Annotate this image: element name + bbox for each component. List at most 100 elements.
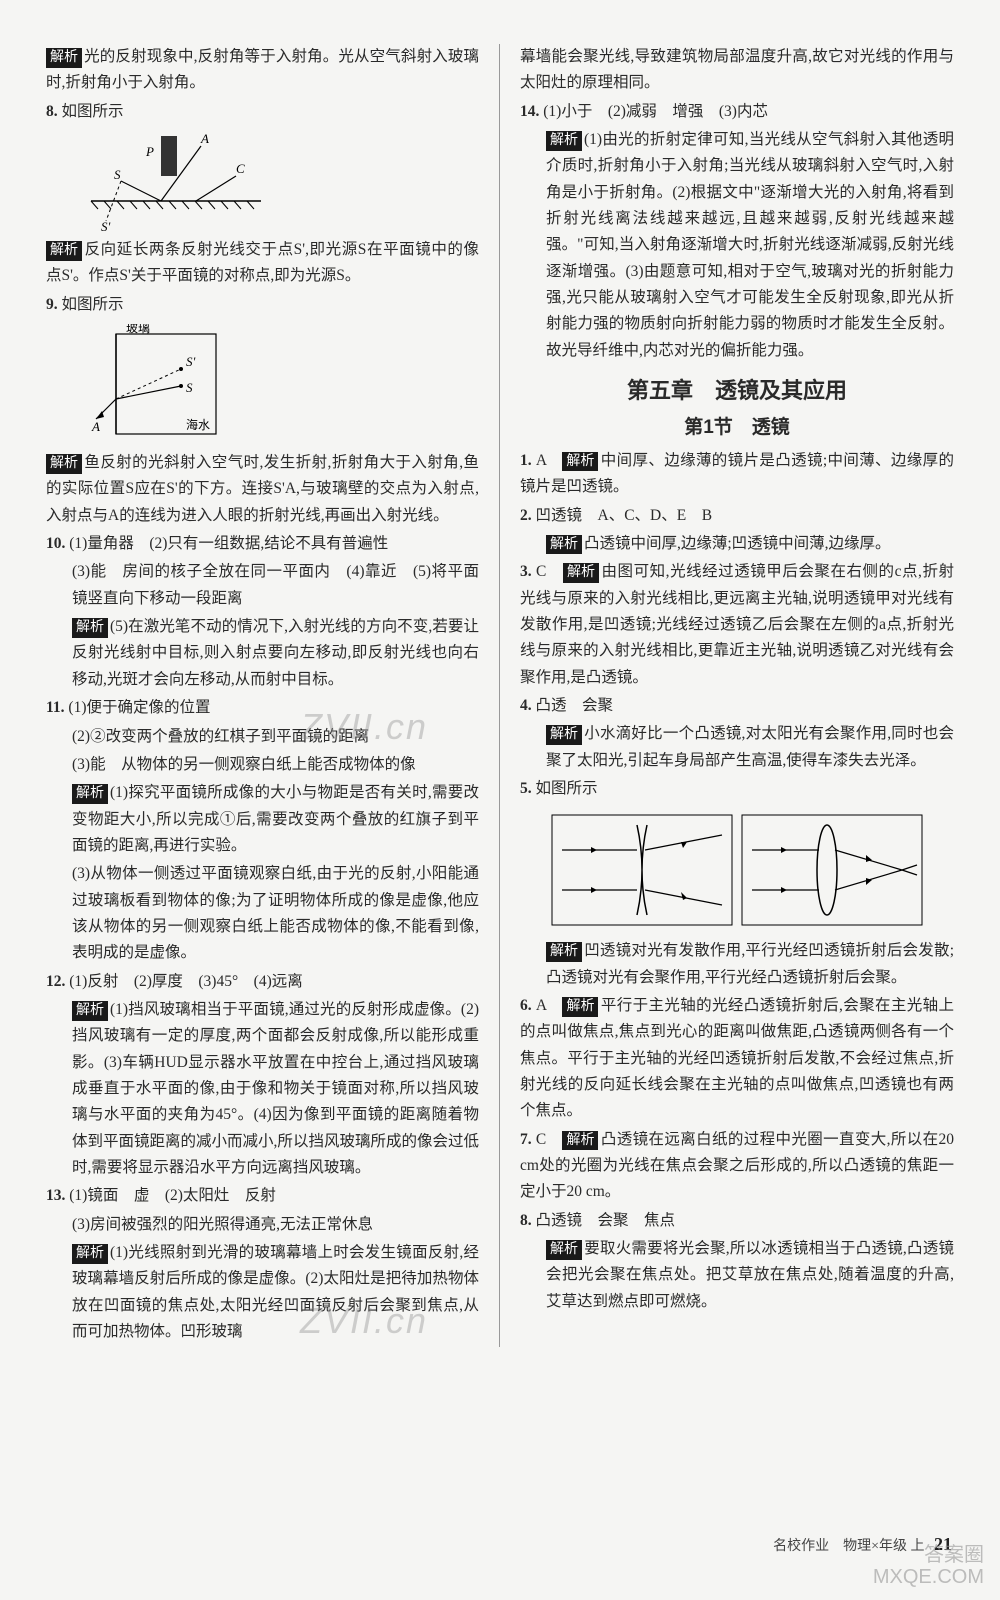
analysis-tag: 解析 (72, 1244, 108, 1264)
item-number: 4. (520, 697, 536, 714)
analysis-block: 解析(1)由光的折射定律可知,当光线从空气斜射入其他透明介质时,折射角小于入射角… (520, 127, 954, 364)
item-s2: 2. 凹透镜 A、C、D、E B (520, 503, 954, 529)
item-sub: (3)能 房间的核子全放在同一平面内 (4)靠近 (5)将平面镜竖直向下移动一段… (46, 559, 479, 612)
analysis-tag: 解析 (72, 618, 108, 638)
text: 凸透镜 会聚 焦点 (536, 1212, 676, 1229)
analysis-block: 解析凸透镜中间厚,边缘薄;凹透镜中间薄,边缘厚。 (520, 531, 954, 557)
item-number: 6. (520, 997, 536, 1014)
svg-text:A: A (91, 419, 100, 434)
text: 凹透镜 A、C、D、E B (536, 507, 713, 524)
text: (1)量角器 (2)只有一组数据,结论不具有普遍性 (69, 535, 388, 552)
item-number: 8. (520, 1212, 536, 1229)
analysis-tag: 解析 (72, 1001, 108, 1021)
text: A (536, 452, 563, 469)
svg-text:P: P (145, 144, 154, 159)
item-number: 10. (46, 535, 69, 552)
analysis-block: 解析光的反射现象中,反射角等于入射角。光从空气斜射入玻璃时,折射角小于入射角。 (46, 44, 479, 97)
analysis-tag: 解析 (546, 1240, 582, 1260)
text: 鱼反射的光斜射入空气时,发生折射,折射角大于入射角,鱼的实际位置S应在S'的下方… (46, 454, 479, 524)
analysis-tag: 解析 (562, 1131, 598, 1151)
analysis-block: 解析(1)挡风玻璃相当于平面镜,通过光的反射形成虚像。(2)挡风玻璃有一定的厚度… (46, 997, 479, 1181)
text: (3)能 从物体的另一侧观察白纸上能否成物体的像 (72, 756, 416, 773)
text: C (536, 1131, 563, 1148)
item-12: 12. (1)反射 (2)厚度 (3)45° (4)远离 (46, 969, 479, 995)
analysis-tag: 解析 (46, 454, 82, 474)
item-number: 12. (46, 973, 69, 990)
item-number: 5. (520, 780, 536, 797)
analysis-block: 解析小水滴好比一个凸透镜,对太阳光有会聚作用,同时也会聚了太阳光,引起车身局部产… (520, 721, 954, 774)
text: (5)在激光笔不动的情况下,入射光线的方向不变,若要让反射光线射中目标,则入射点… (72, 618, 479, 688)
analysis-tag: 解析 (46, 48, 82, 68)
item-number: 9. (46, 296, 62, 313)
analysis-tag: 解析 (72, 784, 108, 804)
lens-diagram (547, 810, 927, 930)
svg-text:C: C (236, 161, 245, 176)
corner-line2: MXQE.COM (873, 1566, 984, 1588)
text: 小水滴好比一个凸透镜,对太阳光有会聚作用,同时也会聚了太阳光,引起车身局部产生高… (546, 725, 954, 768)
corner-watermark: 答案圈 MXQE.COM (873, 1544, 984, 1588)
text: 凸透 会聚 (536, 697, 614, 714)
chapter-title: 第五章 透镜及其应用 (520, 372, 954, 409)
analysis-tag: 解析 (546, 725, 582, 745)
analysis-tag: 解析 (546, 131, 582, 151)
text: (1)便于确定像的位置 (68, 699, 210, 716)
item-number: 7. (520, 1131, 536, 1148)
analysis-block: 解析要取火需要将光会聚,所以冰透镜相当于凸透镜,凸透镜会把光会聚在焦点处。把艾草… (520, 1236, 954, 1315)
item-13: 13. (1)镜面 虚 (2)太阳灶 反射 (46, 1183, 479, 1209)
analysis-block: 解析(1)探究平面镜所成像的大小与物距是否有关时,需要改变物距大小,所以完成①后… (46, 780, 479, 859)
left-column: 解析光的反射现象中,反射角等于入射角。光从空气斜射入玻璃时,折射角小于入射角。 … (46, 44, 500, 1347)
item-10: 10. (1)量角器 (2)只有一组数据,结论不具有普遍性 (46, 531, 479, 557)
text: 凸透镜中间厚,边缘薄;凹透镜中间薄,边缘厚。 (584, 535, 891, 552)
analysis-block: 解析(5)在激光笔不动的情况下,入射光线的方向不变,若要让反射光线射中目标,则入… (46, 614, 479, 693)
item-s4: 4. 凸透 会聚 (520, 693, 954, 719)
item-11: 11. (1)便于确定像的位置 (46, 695, 479, 721)
analysis-tag: 解析 (563, 563, 599, 583)
text: (1)挡风玻璃相当于平面镜,通过光的反射形成虚像。(2)挡风玻璃有一定的厚度,两… (72, 1001, 479, 1176)
section-title: 第1节 透镜 (520, 412, 954, 444)
text: (1)探究平面镜所成像的大小与物距是否有关时,需要改变物距大小,所以完成①后,需… (72, 784, 479, 854)
item-s7: 7. C 解析凸透镜在远离白纸的过程中光圈一直变大,所以在20 cm处的光圈为光… (520, 1127, 954, 1206)
text: (1)由光的折射定律可知,当光线从空气斜射入其他透明介质时,折射角小于入射角;当… (546, 131, 954, 359)
item-sub: (3)能 从物体的另一侧观察白纸上能否成物体的像 (46, 752, 479, 778)
right-column: 幕墙能会聚光线,导致建筑物局部温度升高,故它对光线的作用与太阳灶的原理相同。 1… (500, 44, 954, 1347)
item-number: 11. (46, 699, 68, 716)
item-sub: (3)从物体一侧透过平面镜观察白纸,由于光的反射,小阳能通过玻璃板看到物体的像;… (46, 861, 479, 966)
text: (3)房间被强烈的阳光照得通亮,无法正常休息 (72, 1216, 373, 1233)
item-number: 1. (520, 452, 536, 469)
item-s8: 8. 凸透镜 会聚 焦点 (520, 1208, 954, 1234)
svg-text:S': S' (101, 219, 111, 231)
analysis-tag: 解析 (546, 942, 582, 962)
reflection-diagram: S S' A C P (86, 131, 266, 231)
svg-text:玻璃: 玻璃 (126, 324, 150, 335)
analysis-block: 解析鱼反射的光斜射入空气时,发生折射,折射角大于入射角,鱼的实际位置S应在S'的… (46, 450, 479, 529)
analysis-tag: 解析 (46, 241, 82, 261)
text: 光的反射现象中,反射角等于入射角。光从空气斜射入玻璃时,折射角小于入射角。 (46, 48, 479, 91)
analysis-tag: 解析 (562, 452, 598, 472)
corner-line1: 答案圈 (873, 1544, 984, 1566)
svg-text:S: S (186, 380, 193, 395)
text: (1)光线照射到光滑的玻璃幕墙上时会发生镜面反射,经玻璃幕墙反射后所成的像是虚像… (72, 1244, 479, 1340)
svg-text:海水: 海水 (186, 417, 210, 432)
text: 幕墙能会聚光线,导致建筑物局部温度升高,故它对光线的作用与太阳灶的原理相同。 (520, 48, 954, 91)
item-8: 8. 如图所示 (46, 99, 479, 125)
text: 要取火需要将光会聚,所以冰透镜相当于凸透镜,凸透镜会把光会聚在焦点处。把艾草放在… (546, 1240, 954, 1310)
text: (3)能 房间的核子全放在同一平面内 (4)靠近 (5)将平面镜竖直向下移动一段… (72, 563, 479, 606)
svg-text:A: A (200, 131, 209, 146)
text: (3)从物体一侧透过平面镜观察白纸,由于光的反射,小阳能通过玻璃板看到物体的像;… (72, 865, 479, 961)
item-number: 13. (46, 1187, 69, 1204)
analysis-block: 解析反向延长两条反射光线交于点S',即光源S在平面镜中的像点S'。作点S'关于平… (46, 237, 479, 290)
text: 凹透镜对光有发散作用,平行光经凹透镜折射后会发散;凸透镜对光有会聚作用,平行光经… (546, 942, 954, 985)
item-number: 8. (46, 103, 62, 120)
refraction-diagram: 玻璃 海水 S' S A (86, 324, 236, 444)
text: (1)镜面 虚 (2)太阳灶 反射 (69, 1187, 276, 1204)
analysis-block: 解析(1)光线照射到光滑的玻璃幕墙上时会发生镜面反射,经玻璃幕墙反射后所成的像是… (46, 1240, 479, 1345)
text: C (536, 563, 563, 580)
text: 如图所示 (536, 780, 598, 797)
text: A (536, 997, 563, 1014)
svg-text:S': S' (186, 354, 196, 369)
item-sub: (2)②改变两个叠放的红棋子到平面镜的距离 (46, 724, 479, 750)
item-s3: 3. C 解析由图可知,光线经过透镜甲后会聚在右侧的c点,折射光线与原来的入射光… (520, 559, 954, 691)
item-9: 9. 如图所示 (46, 292, 479, 318)
svg-text:S: S (114, 167, 121, 182)
two-column-layout: 解析光的反射现象中,反射角等于入射角。光从空气斜射入玻璃时,折射角小于入射角。 … (46, 44, 954, 1347)
